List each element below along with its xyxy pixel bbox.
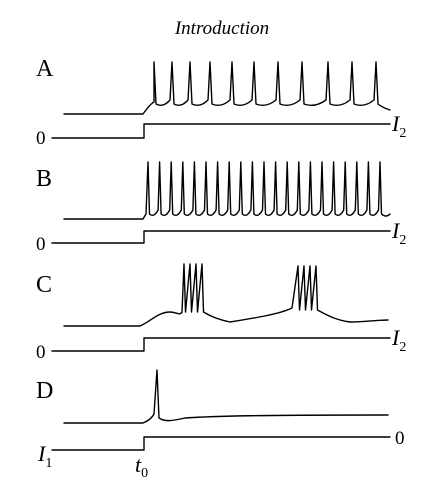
panel-d-current-step [51,436,391,451]
panel-a-voltage-trace [63,61,391,115]
panel-c-letter: C [36,272,52,298]
panel-a-current-step [51,123,391,139]
panel-d-current-label: I1 [37,441,52,471]
panel-d-letter: D [36,378,53,404]
panel-c-voltage-trace [63,263,389,327]
panel-a: A 0 I2 [36,56,406,149]
panel-b-current-step [51,230,391,244]
panel-d-voltage-trace [63,369,389,424]
panel-d-zero-label: 0 [395,428,405,449]
panel-a-letter: A [36,56,54,82]
panel-b: B 0 I2 [36,161,406,255]
panel-c: C 0 I2 [36,263,406,363]
panel-b-current-label: I2 [391,218,406,248]
panel-a-zero-label: 0 [36,128,46,149]
panel-c-current-label: I2 [391,325,406,355]
panel-d: D I1 0 [36,369,405,471]
panel-b-zero-label: 0 [36,234,46,255]
panel-c-zero-label: 0 [36,342,46,363]
panel-b-letter: B [36,166,52,192]
figure-title: Introduction [174,18,269,39]
panel-a-current-label: I2 [391,111,406,141]
panel-c-current-step [51,337,391,352]
panel-b-voltage-trace [63,161,391,220]
onset-time-label: t0 [135,452,148,481]
